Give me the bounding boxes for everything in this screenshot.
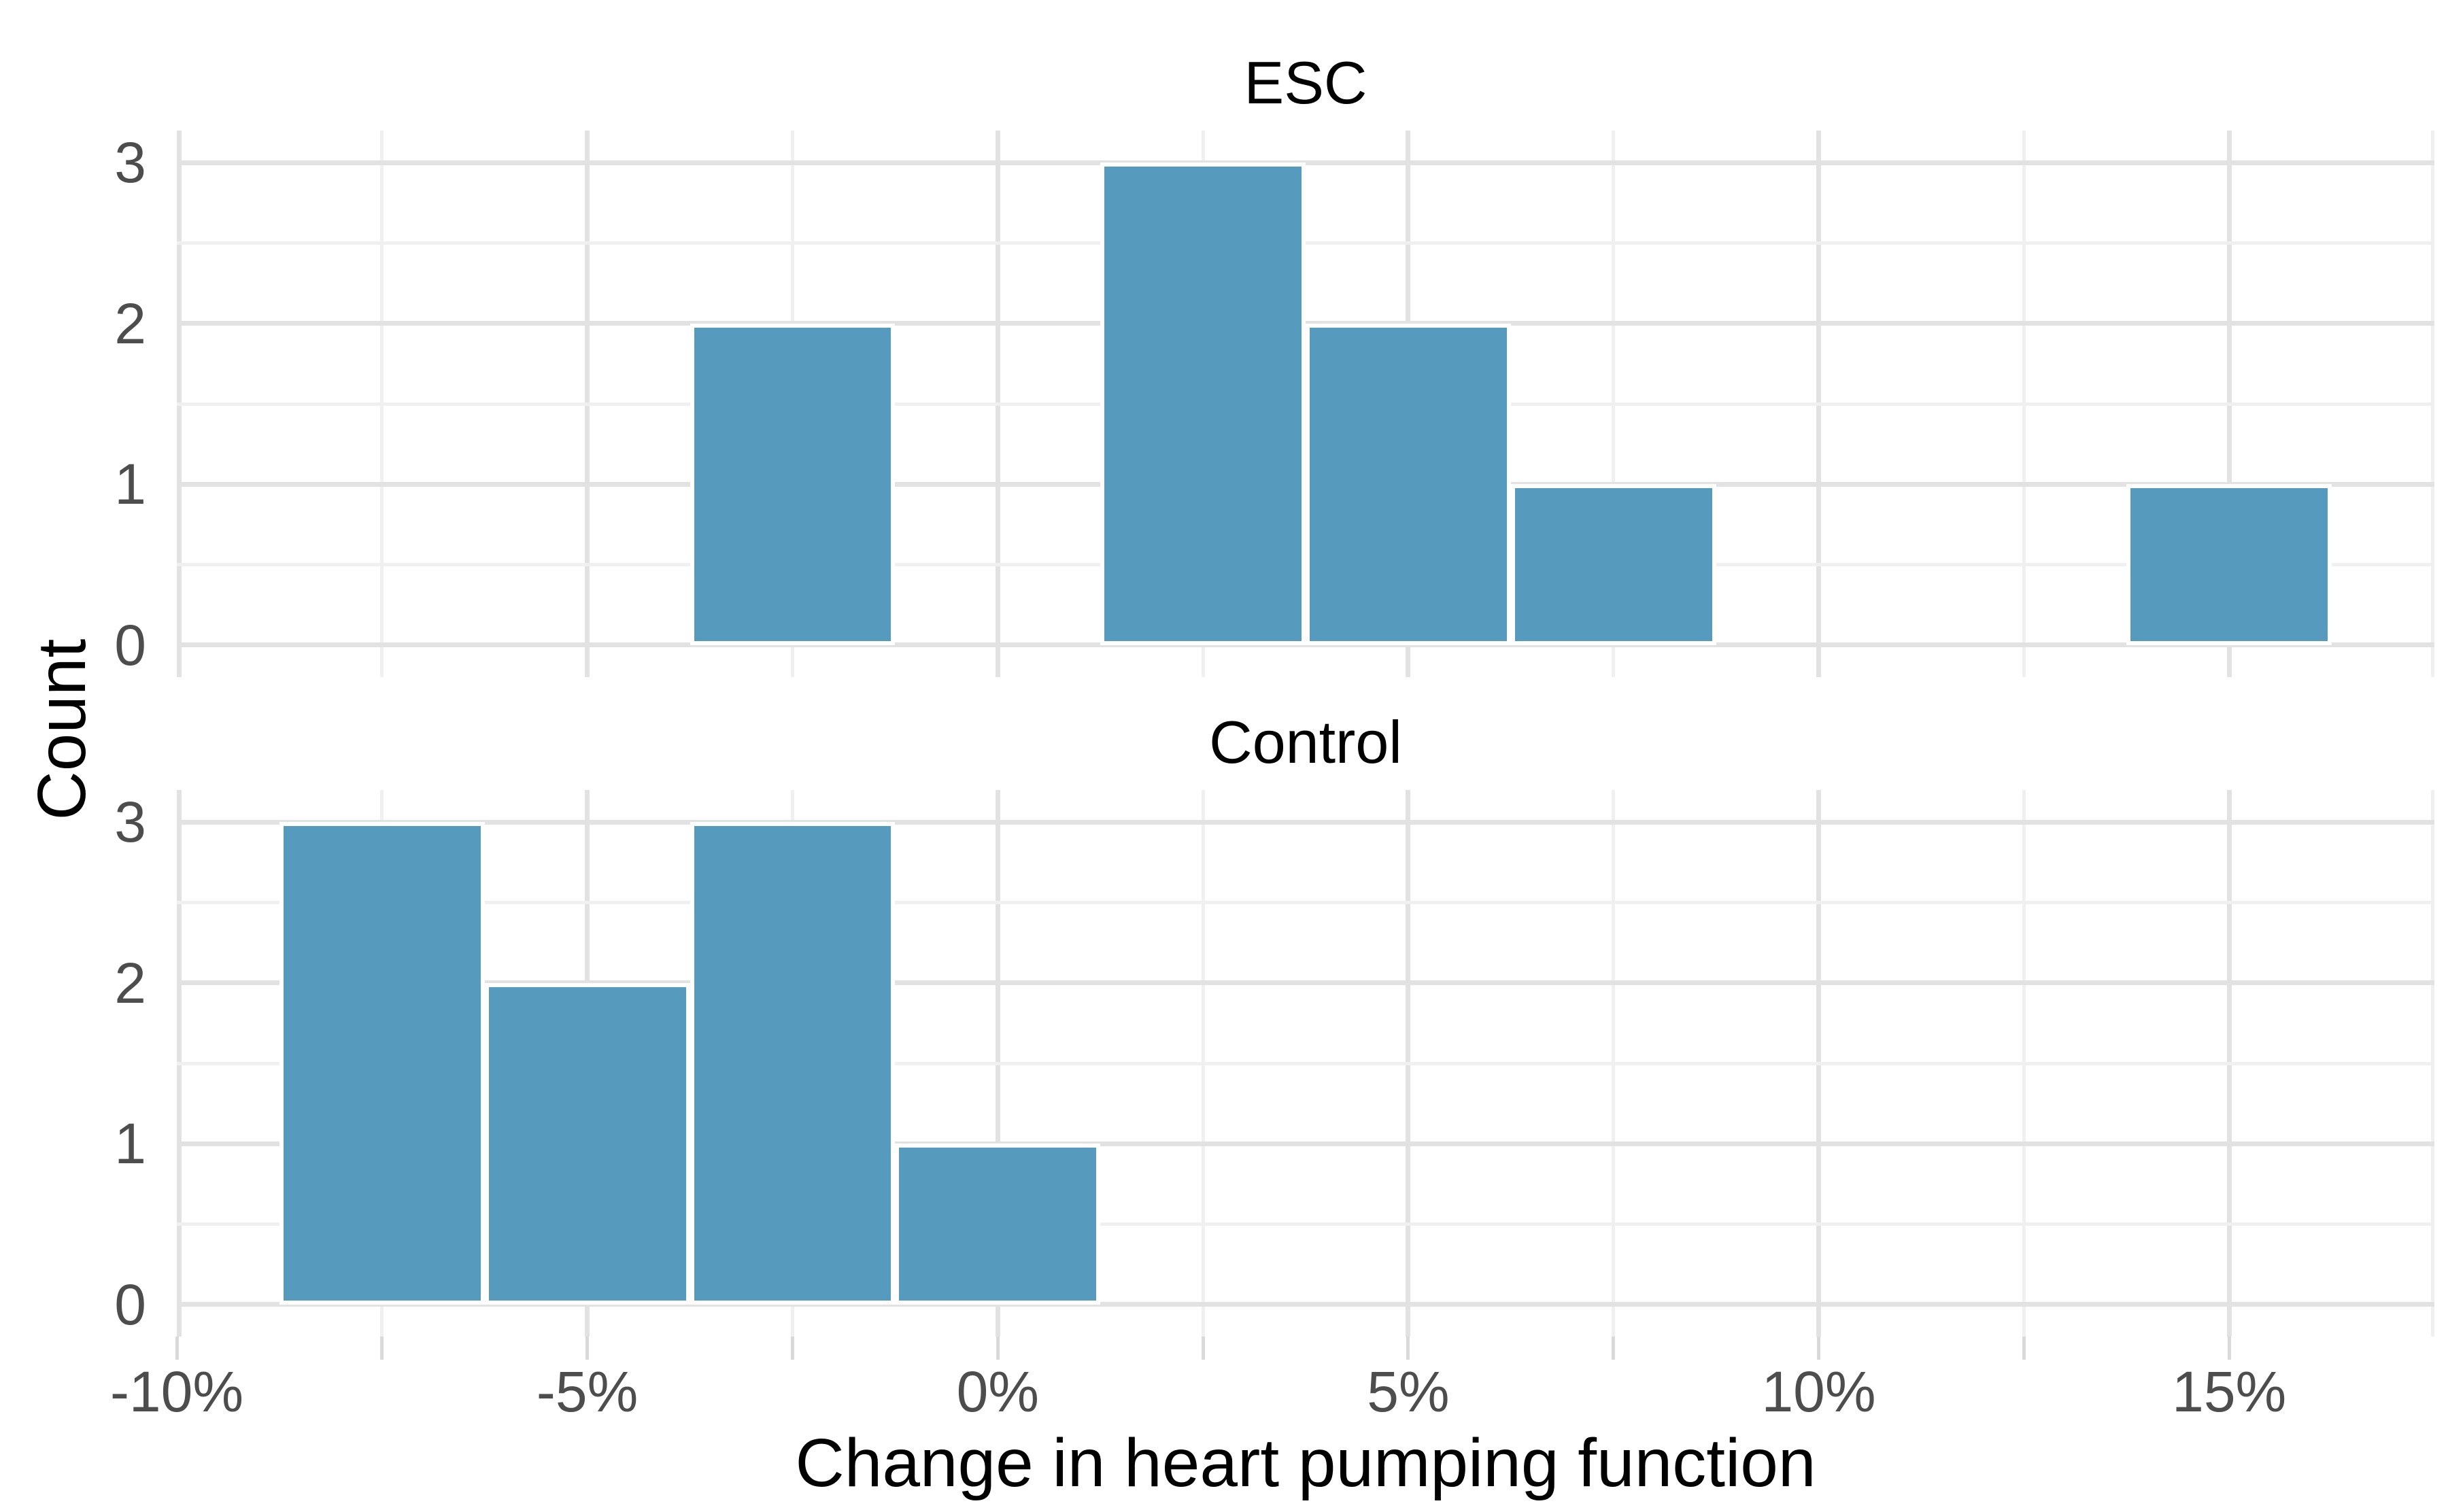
y-tick-label: 3 bbox=[114, 790, 146, 855]
x-axis-tick bbox=[2227, 1337, 2231, 1360]
gridline-y-minor bbox=[177, 901, 2434, 905]
x-axis-tick bbox=[1817, 1337, 1821, 1360]
facet-title-esc: ESC bbox=[1244, 49, 1367, 116]
panel-control bbox=[177, 790, 2434, 1337]
x-tick-label: 5% bbox=[1367, 1360, 1450, 1424]
histogram-bar bbox=[279, 822, 485, 1305]
x-axis-tick bbox=[996, 1337, 1000, 1360]
x-axis-tick bbox=[1612, 1337, 1616, 1360]
gridline-y-major bbox=[177, 819, 2434, 825]
gridline-y-minor bbox=[177, 241, 2434, 245]
x-tick-label: 10% bbox=[1761, 1360, 1876, 1424]
gridline-y-minor bbox=[177, 1061, 2434, 1065]
x-axis-tick bbox=[1406, 1337, 1410, 1360]
histogram-bar bbox=[690, 822, 896, 1305]
x-axis-tick bbox=[175, 1337, 179, 1360]
y-tick-label: 1 bbox=[114, 1112, 146, 1176]
x-axis-tick bbox=[2022, 1337, 2026, 1360]
gridline-y-major bbox=[177, 1141, 2434, 1146]
y-tick-label: 2 bbox=[114, 950, 146, 1015]
histogram-bar bbox=[690, 323, 896, 645]
gridline-y-major bbox=[177, 1302, 2434, 1307]
histogram-bar bbox=[1306, 323, 1511, 645]
y-tick-label: 1 bbox=[114, 452, 146, 517]
x-axis-tick bbox=[1201, 1337, 1205, 1360]
x-tick-label: 15% bbox=[2172, 1360, 2287, 1424]
x-axis-title: Change in heart pumping function bbox=[795, 1425, 1816, 1501]
histogram-bar bbox=[1510, 484, 1716, 645]
x-tick-label: -10% bbox=[109, 1360, 244, 1424]
histogram-bar bbox=[2126, 484, 2332, 645]
y-axis-title: Count bbox=[24, 638, 100, 821]
y-tick-label: 0 bbox=[114, 1272, 146, 1337]
histogram-bar bbox=[1100, 162, 1306, 645]
y-tick-label: 2 bbox=[114, 291, 146, 356]
y-tick-label: 0 bbox=[114, 613, 146, 677]
x-axis-tick bbox=[380, 1337, 384, 1360]
histogram-bar bbox=[484, 982, 690, 1305]
histogram-bar bbox=[895, 1144, 1101, 1305]
gridline-y-minor bbox=[177, 1222, 2434, 1226]
x-tick-label: -5% bbox=[536, 1360, 639, 1424]
x-tick-label: 0% bbox=[956, 1360, 1039, 1424]
facet-title-control: Control bbox=[1209, 708, 1402, 776]
gridline-y-major bbox=[177, 980, 2434, 986]
gridline-y-major bbox=[177, 642, 2434, 648]
gridline-y-major bbox=[177, 160, 2434, 165]
panel-esc bbox=[177, 131, 2434, 677]
x-axis-tick bbox=[585, 1337, 590, 1360]
y-tick-label: 3 bbox=[114, 131, 146, 195]
x-axis-tick bbox=[790, 1337, 794, 1360]
